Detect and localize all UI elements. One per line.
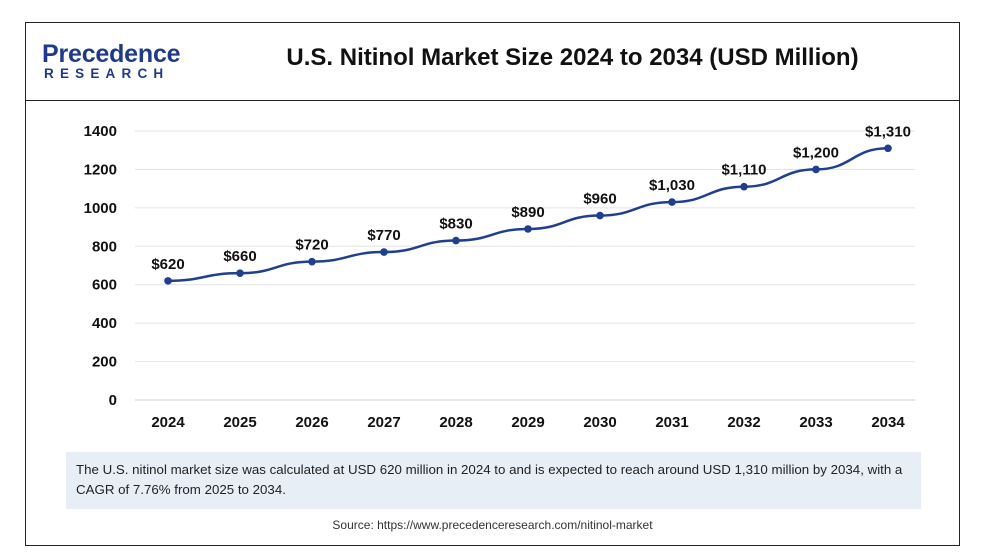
- y-tick-label: 0: [109, 392, 117, 409]
- data-label: $830: [439, 216, 472, 233]
- x-tick-label: 2024: [151, 414, 185, 431]
- data-point: [236, 269, 244, 277]
- data-label: $770: [367, 227, 400, 244]
- logo-wordmark: Precedence: [42, 40, 181, 68]
- y-tick-label: 600: [92, 277, 117, 294]
- y-tick-label: 400: [92, 315, 117, 332]
- y-tick-label: 1000: [84, 200, 117, 217]
- data-label: $960: [583, 191, 616, 208]
- y-tick-label: 200: [92, 354, 117, 371]
- line-chart: 0 200 400 600 800 1000 1200 1400 2024 2025 2026 202…: [84, 123, 915, 431]
- x-tick-label: 2033: [799, 414, 832, 431]
- data-label: $1,030: [649, 177, 695, 194]
- x-tick-label: 2029: [511, 414, 544, 431]
- x-tick-label: 2026: [295, 414, 328, 431]
- x-tick-label: 2032: [727, 414, 760, 431]
- y-tick-label: 1400: [84, 123, 117, 140]
- x-tick-label: 2025: [223, 414, 256, 431]
- x-tick-label: 2028: [439, 414, 472, 431]
- brand-logo: Precedence RESEARCH: [42, 40, 182, 84]
- chart-title: U.S. Nitinol Market Size 2024 to 2034 (U…: [286, 44, 859, 71]
- data-point: [668, 198, 676, 206]
- data-point: [740, 182, 748, 191]
- x-tick-label: 2031: [655, 414, 688, 431]
- summary-note: The U.S. nitinol market size was calcula…: [66, 452, 921, 509]
- source-text: Source: https://www.precedenceresearch.c…: [332, 518, 653, 532]
- x-tick-label: 2034: [871, 414, 905, 431]
- header-divider: [25, 100, 960, 101]
- data-point: [812, 165, 820, 174]
- data-label: $1,200: [793, 144, 839, 161]
- y-tick-label: 800: [92, 238, 117, 255]
- data-label: $1,110: [721, 162, 766, 179]
- y-tick-label: 1200: [84, 161, 117, 178]
- data-label: $620: [151, 256, 184, 273]
- data-label: $890: [511, 204, 544, 221]
- data-label: $1,310: [865, 123, 911, 140]
- data-point: [452, 236, 460, 245]
- chart-frame: [25, 22, 960, 546]
- data-point: [884, 144, 892, 153]
- x-tick-label: 2030: [583, 414, 616, 431]
- data-label: $660: [223, 248, 256, 265]
- data-point: [524, 225, 532, 233]
- x-tick-label: 2027: [367, 414, 400, 431]
- data-point: [380, 248, 388, 256]
- logo-subtitle: RESEARCH: [44, 66, 170, 81]
- data-point: [596, 211, 604, 220]
- data-point: [164, 277, 172, 285]
- data-point: [308, 257, 316, 266]
- data-label: $720: [295, 237, 328, 254]
